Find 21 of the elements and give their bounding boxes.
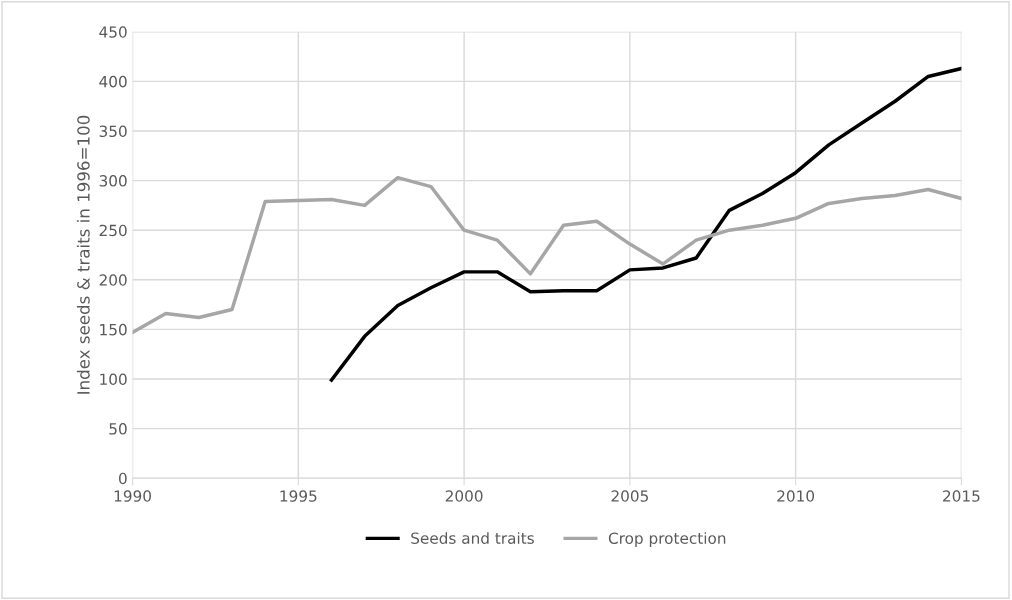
- y-tick-label: 400: [99, 75, 127, 88]
- x-tick-label: 2015: [943, 490, 980, 502]
- y-tick-label: 450: [99, 26, 127, 38]
- line-series: [329, 66, 962, 382]
- y-tick-label: 150: [100, 323, 127, 336]
- y-tick-label: 200: [99, 274, 127, 286]
- y-tick-label: 50: [109, 423, 127, 435]
- y-tick-label: 350: [99, 125, 127, 138]
- y-axis-title: Index seeds & traits in 1996=100: [76, 115, 90, 394]
- y-tick-label: 300: [99, 175, 127, 187]
- x-tick-label: 1990: [114, 490, 151, 502]
- y-tick-label: 100: [100, 373, 127, 386]
- x-tick-label: 2005: [611, 490, 648, 502]
- x-tick-label: 1995: [280, 490, 317, 502]
- y-tick-label: 0: [119, 472, 127, 485]
- line-series: [132, 175, 962, 335]
- legend-label: Crop protection: [608, 532, 726, 547]
- y-tick-label: 250: [99, 224, 127, 237]
- legend-label: Seeds and traits: [411, 532, 534, 544]
- x-tick-label: 2000: [445, 490, 483, 502]
- x-tick-label: 2010: [777, 490, 815, 502]
